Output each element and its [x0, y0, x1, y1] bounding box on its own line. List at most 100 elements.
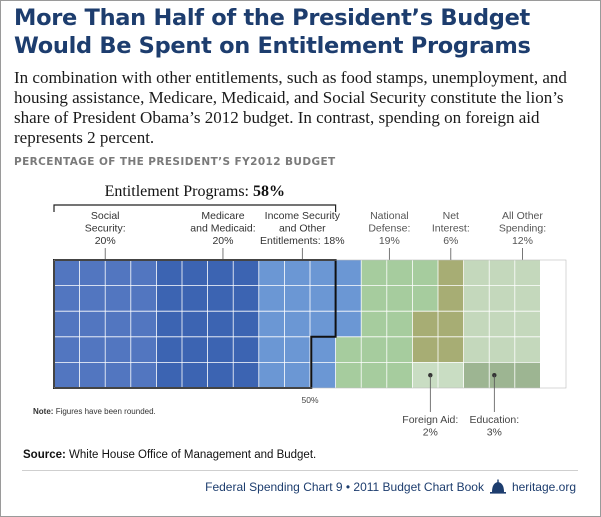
waffle-cell-all-other [489, 311, 515, 337]
label-foreign-aid: Foreign Aid: 2% [402, 414, 458, 439]
bracket-label-text: Entitlement Programs: [105, 183, 253, 200]
label-medicare-medicaid: Medicare and Medicaid: 20% [190, 210, 255, 247]
waffle-cell-all-other [463, 285, 490, 312]
label-line: Income Security [265, 210, 341, 222]
bracket-label: Entitlement Programs: 58% [105, 183, 285, 200]
waffle-cell-all-other [489, 336, 515, 363]
waffle-cell-medicare-medicaid [233, 336, 259, 363]
label-line: Medicare [201, 210, 244, 222]
waffle-cell-all-other [463, 311, 490, 337]
waffle-cell-national-defense [386, 260, 413, 286]
waffle-cell-medicare-medicaid [156, 336, 182, 363]
waffle-cell-all-other [514, 336, 541, 363]
waffle-cell-social-security [54, 285, 80, 312]
label-line: Spending: [499, 223, 546, 235]
chart-footer: Federal Spending Chart 9 • 2011 Budget C… [205, 479, 576, 495]
waffle-cell-medicare-medicaid [233, 260, 259, 286]
waffle-cell-medicare-medicaid [207, 336, 234, 363]
waffle-cell-income-security [258, 285, 285, 312]
label-line: Foreign Aid: [402, 414, 458, 426]
label-line: 20% [212, 235, 233, 247]
waffle-cell-medicare-medicaid [233, 362, 259, 388]
waffle-cell-national-defense [361, 311, 387, 337]
waffle-cell-net-interest [438, 311, 464, 337]
waffle-cell-national-defense [361, 362, 387, 388]
waffle-cell-all-other [489, 260, 515, 286]
waffle-cell-national-defense [386, 311, 413, 337]
label-line: 2% [423, 427, 438, 439]
label-line: Interest: [432, 223, 470, 235]
label-line: 20% [95, 235, 116, 247]
waffle-cell-income-security [258, 260, 285, 286]
waffle-cell-social-security [130, 260, 157, 286]
footer-divider [22, 470, 578, 471]
waffle-cell-all-other [514, 285, 541, 312]
waffle-cell-income-security [258, 362, 285, 388]
chart-subtitle: In combination with other entitlements, … [14, 68, 567, 147]
waffle-cells [54, 260, 541, 388]
entitlement-outline [53, 259, 567, 389]
waffle-cell-social-security [105, 260, 131, 286]
note-text: Figures have been rounded. [55, 407, 156, 416]
waffle-cell-all-other [514, 311, 541, 337]
waffle-cell-social-security [54, 362, 80, 388]
label-line: National [370, 210, 409, 222]
waffle-cell-income-security [310, 336, 336, 363]
waffle-cell-medicare-medicaid [233, 285, 259, 312]
waffle-cell-national-defense [412, 260, 438, 286]
waffle-cell-income-security [258, 311, 285, 337]
waffle-cell-social-security [105, 336, 131, 363]
waffle-cell-medicare-medicaid [207, 285, 234, 312]
waffle-cell-income-security [310, 311, 336, 337]
waffle-cell-medicare-medicaid [182, 336, 208, 363]
waffle-cell-all-other [463, 260, 490, 286]
midpoint-annotation: 50% [301, 395, 318, 405]
waffle-cell-medicare-medicaid [207, 311, 234, 337]
waffle-cell-income-security [335, 311, 362, 337]
waffle-cell-foreign-aid [438, 362, 464, 388]
waffle-cell-net-interest [438, 336, 464, 363]
waffle-cell-social-security [130, 362, 157, 388]
waffle-cell-national-defense [386, 336, 413, 363]
waffle-cell-income-security [258, 336, 285, 363]
waffle-cell-medicare-medicaid [156, 362, 182, 388]
label-line: and Medicaid: [190, 223, 255, 235]
waffle-cell-social-security [130, 285, 157, 312]
waffle-cell-foreign-aid [412, 362, 438, 388]
label-line: 3% [487, 427, 502, 439]
waffle-cell-income-security [335, 285, 362, 312]
bracket-line [53, 204, 337, 212]
label-income-security: Income Security and Other Entitlements: 18… [260, 210, 345, 247]
waffle-cell-income-security [310, 362, 336, 388]
waffle-cell-national-defense [335, 336, 362, 363]
category-labels-bottom: Foreign Aid: 2% Education: 3% 50% [301, 373, 519, 439]
waffle-cell-social-security [105, 362, 131, 388]
waffle-cell-social-security [79, 285, 106, 312]
waffle-cell-medicare-medicaid [156, 285, 182, 312]
waffle-cell-medicare-medicaid [207, 362, 234, 388]
waffle-cell-income-security [284, 336, 310, 363]
waffle-cell-income-security [335, 260, 362, 286]
label-education: Education: 3% [470, 414, 520, 439]
bracket-value: 58% [253, 183, 285, 200]
footer-chart-ref: Federal Spending Chart 9 • 2011 Budget C… [205, 480, 484, 494]
label-all-other: All Other Spending: 12% [499, 210, 546, 247]
category-labels-top: Social Security: 20%Medicare and Medicaid: 2… [85, 210, 546, 270]
label-line: Net [443, 210, 459, 222]
waffle-cell-net-interest [412, 311, 438, 337]
label-line: 6% [443, 235, 458, 247]
waffle-cell-income-security [310, 260, 336, 286]
waffle-cell-national-defense [361, 285, 387, 312]
liberty-bell-icon [489, 479, 506, 494]
waffle-cell-social-security [105, 311, 131, 337]
waffle-cell-net-interest [438, 285, 464, 312]
waffle-cell-social-security [79, 336, 106, 363]
label-line: All Other [502, 210, 543, 222]
label-line: 12% [512, 235, 533, 247]
label-line: Social [91, 210, 120, 222]
chart-title: More Than Half of the President’s Budget… [14, 5, 531, 59]
label-national-defense: National Defense: 19% [368, 210, 410, 247]
waffle-cell-medicare-medicaid [156, 311, 182, 337]
waffle-cell-social-security [54, 260, 80, 286]
waffle-cell-medicare-medicaid [207, 260, 234, 286]
